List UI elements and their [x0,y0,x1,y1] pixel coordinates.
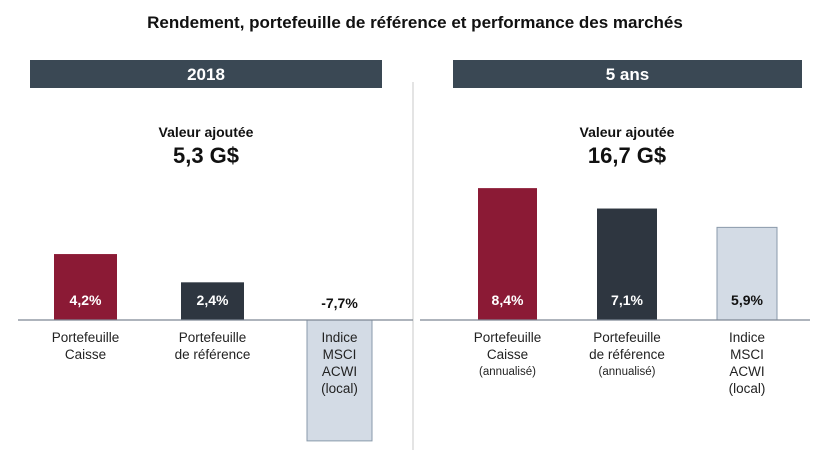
bar [716,226,778,321]
category-label: Caisse [487,347,528,362]
value-added-amount: 5,3 G$ [173,143,239,168]
category-label: (annualisé) [599,366,656,378]
panel-header-label: 2018 [187,65,225,84]
panel-header-label: 5 ans [606,65,649,84]
data-label: 2,4% [197,292,229,308]
category-label: ACWI [322,364,357,379]
category-label: de référence [175,347,251,362]
category-label: Portefeuille [474,330,542,345]
bar [597,208,657,320]
category-label: Portefeuille [52,330,120,345]
category-label: ACWI [729,364,764,379]
category-label: (annualisé) [479,366,536,378]
category-label: Caisse [65,347,106,362]
category-label: de référence [589,347,665,362]
category-label: (local) [321,381,358,396]
category-label: Portefeuille [593,330,661,345]
data-label: 8,4% [492,292,524,308]
bar [306,319,373,442]
value-added-label: Valeur ajoutée [159,124,254,140]
chart-title: Rendement, portefeuille de référence et … [147,13,683,32]
value-added-label: Valeur ajoutée [580,124,675,140]
bar [54,254,117,320]
data-label: 7,1% [611,292,643,308]
panel-header [30,60,382,88]
category-label: MSCI [730,347,764,362]
category-label: (local) [729,381,766,396]
bar [181,282,244,320]
data-label: 4,2% [70,292,102,308]
bar [478,188,537,320]
category-label: Indice [729,330,765,345]
data-label: 5,9% [731,292,763,308]
data-label: -7,7% [321,295,358,311]
category-label: Indice [321,330,357,345]
panel-header [453,60,802,88]
category-label: MSCI [323,347,357,362]
category-label: Portefeuille [179,330,247,345]
value-added-amount: 16,7 G$ [588,143,666,168]
